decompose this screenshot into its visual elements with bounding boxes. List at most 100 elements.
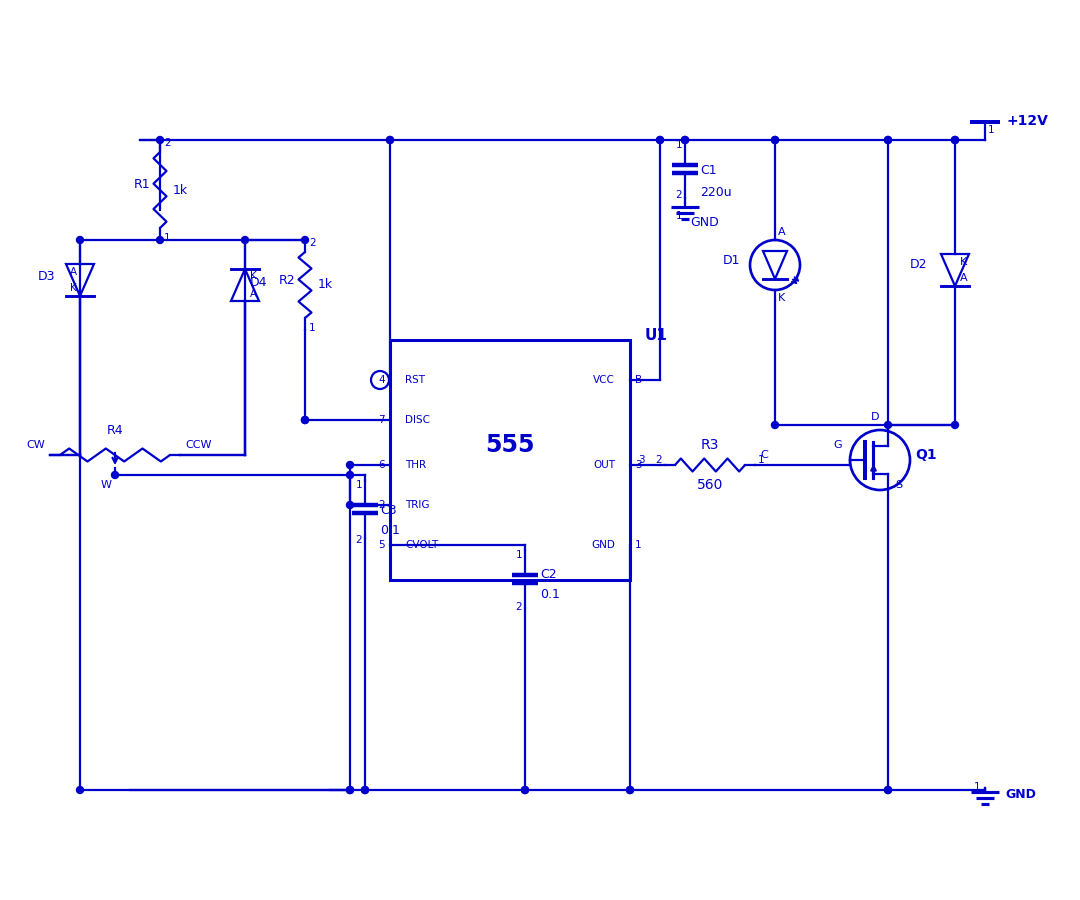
Text: D3: D3 [38, 271, 55, 284]
Text: D: D [870, 412, 879, 422]
Circle shape [951, 137, 959, 143]
Text: C2: C2 [540, 569, 556, 581]
Circle shape [626, 787, 634, 794]
Circle shape [242, 237, 248, 244]
Circle shape [885, 137, 891, 143]
Text: RST: RST [405, 375, 426, 385]
Circle shape [522, 787, 528, 794]
Text: G: G [834, 440, 842, 450]
Text: 2: 2 [515, 602, 522, 612]
Text: R4: R4 [107, 424, 123, 436]
Text: 7: 7 [378, 415, 384, 425]
Circle shape [111, 472, 119, 479]
Circle shape [771, 137, 779, 143]
Text: THR: THR [405, 460, 427, 470]
Text: 2: 2 [378, 500, 384, 510]
Text: +12V: +12V [1007, 114, 1049, 128]
Text: 4: 4 [378, 375, 384, 385]
Circle shape [347, 501, 353, 508]
Text: VCC: VCC [593, 375, 615, 385]
Circle shape [347, 787, 353, 794]
Text: 560: 560 [697, 478, 724, 492]
Text: 1: 1 [988, 125, 995, 135]
Text: C3: C3 [380, 503, 396, 517]
Text: 1: 1 [355, 480, 362, 490]
Circle shape [885, 137, 891, 143]
Text: D2: D2 [909, 258, 927, 272]
Text: 6: 6 [378, 460, 384, 470]
Text: R1: R1 [133, 178, 150, 192]
Circle shape [771, 137, 779, 143]
Text: 2: 2 [656, 455, 662, 465]
Circle shape [657, 137, 663, 143]
Text: CVOLT: CVOLT [405, 540, 438, 550]
Text: CCW: CCW [185, 440, 212, 450]
Circle shape [362, 787, 368, 794]
Text: C1: C1 [700, 164, 717, 176]
Text: A: A [960, 273, 968, 283]
Circle shape [347, 472, 353, 479]
Text: 220u: 220u [700, 185, 731, 199]
Circle shape [301, 237, 309, 244]
Circle shape [301, 417, 309, 424]
Text: A: A [70, 267, 77, 277]
Text: D1: D1 [723, 254, 740, 266]
Text: CW: CW [26, 440, 45, 450]
Text: U1: U1 [645, 328, 667, 343]
Circle shape [157, 237, 163, 244]
Text: R2: R2 [279, 274, 295, 286]
Text: S: S [895, 480, 902, 490]
Circle shape [522, 787, 528, 794]
Text: 5: 5 [378, 540, 384, 550]
Text: 555: 555 [485, 433, 535, 457]
Text: 0.1: 0.1 [380, 524, 400, 536]
Text: K: K [778, 293, 785, 303]
Circle shape [657, 137, 663, 143]
Text: 2: 2 [309, 238, 315, 248]
Circle shape [771, 421, 779, 428]
Text: 0.1: 0.1 [540, 589, 559, 601]
FancyBboxPatch shape [390, 340, 630, 580]
Circle shape [951, 421, 959, 428]
Text: 3: 3 [638, 455, 645, 465]
Text: R3: R3 [701, 438, 719, 452]
Text: 1k: 1k [173, 184, 188, 196]
Text: W: W [102, 480, 112, 490]
Text: K: K [960, 257, 968, 267]
Circle shape [157, 137, 163, 143]
Text: 1: 1 [515, 550, 522, 560]
Text: GND: GND [1005, 788, 1036, 802]
Circle shape [387, 137, 393, 143]
Text: 1: 1 [758, 455, 765, 465]
Text: 1k: 1k [318, 278, 333, 292]
Circle shape [885, 421, 891, 428]
Text: A: A [249, 289, 257, 299]
Text: 2: 2 [355, 535, 362, 545]
Text: OUT: OUT [593, 460, 615, 470]
Text: 1: 1 [309, 323, 315, 333]
Text: A: A [778, 227, 785, 237]
Circle shape [77, 237, 83, 244]
Circle shape [626, 787, 634, 794]
Text: 3: 3 [635, 460, 642, 470]
Text: B: B [635, 375, 643, 385]
Circle shape [77, 787, 83, 794]
Circle shape [885, 787, 891, 794]
Text: DISC: DISC [405, 415, 430, 425]
Text: 1: 1 [164, 233, 171, 243]
Circle shape [885, 787, 891, 794]
Circle shape [681, 137, 689, 143]
Text: D4: D4 [249, 275, 268, 289]
Circle shape [362, 787, 368, 794]
Text: 1: 1 [635, 540, 642, 550]
Circle shape [347, 462, 353, 469]
Text: 1: 1 [675, 140, 681, 150]
Text: Q1: Q1 [915, 448, 936, 462]
Circle shape [347, 787, 353, 794]
Text: GND: GND [690, 217, 719, 230]
Circle shape [387, 137, 393, 143]
Text: GND: GND [591, 540, 615, 550]
Text: 2: 2 [675, 190, 681, 200]
Circle shape [951, 137, 959, 143]
Text: TRIG: TRIG [405, 500, 430, 510]
